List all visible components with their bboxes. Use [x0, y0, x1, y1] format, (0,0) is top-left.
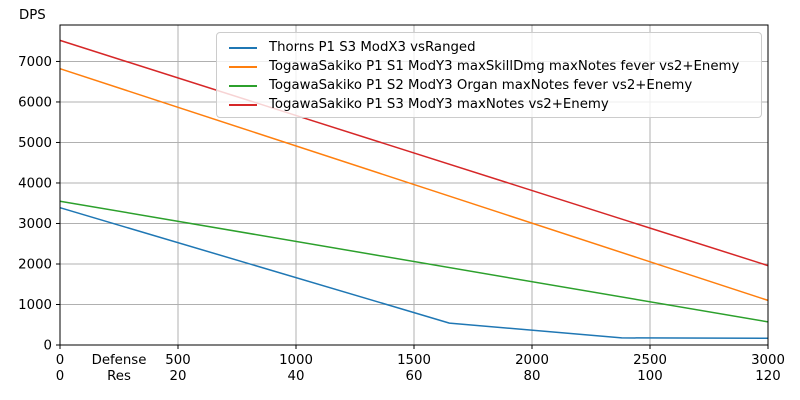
x-tick-label-res: 20 — [170, 369, 187, 384]
legend-line-sample — [229, 103, 257, 106]
y-tick-label: 1000 — [18, 298, 52, 313]
y-tick-label: 5000 — [18, 136, 52, 151]
series-line — [59, 39, 769, 267]
legend: Thorns P1 S3 ModX3 vsRanged TogawaSakiko … — [216, 32, 762, 118]
y-tick-label: 4000 — [18, 177, 52, 192]
x-tick-label-defense: 1500 — [397, 353, 431, 368]
x-tick-label-defense: 0 — [56, 353, 64, 368]
legend-label: Thorns P1 S3 ModX3 vsRanged — [269, 40, 476, 55]
series-line — [59, 67, 769, 302]
y-axis-title: DPS — [19, 8, 46, 23]
x-tick-label-defense: 1000 — [279, 353, 313, 368]
y-tick-label: 6000 — [18, 96, 52, 111]
legend-line-sample — [229, 65, 257, 68]
legend-item: TogawaSakiko P1 S1 ModY3 maxSkillDmg max… — [223, 57, 755, 76]
x-tick-label-res: 120 — [755, 369, 780, 384]
legend-item: TogawaSakiko P1 S2 ModY3 Organ maxNotes … — [223, 76, 755, 95]
y-tick-label: 3000 — [18, 217, 52, 232]
y-tick-labels: 0 1000 2000 3000 4000 5000 6000 7000 — [18, 55, 52, 354]
y-tick-label: 0 — [44, 339, 52, 354]
x-tick-label-defense: 3000 — [751, 353, 785, 368]
legend-item: Thorns P1 S3 ModX3 vsRanged — [223, 38, 755, 57]
x-axis-label-defense: Defense — [92, 353, 147, 368]
y-tick-label: 7000 — [18, 55, 52, 70]
series-line — [59, 206, 769, 340]
legend-label: TogawaSakiko P1 S3 ModY3 maxNotes vs2+En… — [269, 97, 609, 112]
series-lines — [59, 39, 769, 340]
x-tick-label-res: 0 — [56, 369, 64, 384]
series-line — [59, 200, 769, 323]
legend-line-sample — [229, 46, 257, 49]
x-axis-label-res: Res — [107, 369, 131, 384]
tick-marks — [56, 60, 769, 349]
legend-label: TogawaSakiko P1 S2 ModY3 Organ maxNotes … — [269, 78, 693, 93]
x-tick-label-defense: 2500 — [633, 353, 667, 368]
x-tick-label-defense: 2000 — [515, 353, 549, 368]
legend-line-sample — [229, 84, 257, 87]
x-tick-label-res: 40 — [288, 369, 305, 384]
x-tick-label-res: 80 — [524, 369, 541, 384]
legend-label: TogawaSakiko P1 S1 ModY3 maxSkillDmg max… — [269, 59, 740, 74]
y-tick-label: 2000 — [18, 258, 52, 273]
x-tick-label-res: 100 — [637, 369, 662, 384]
legend-item: TogawaSakiko P1 S3 ModY3 maxNotes vs2+En… — [223, 95, 755, 114]
x-tick-label-res: 60 — [406, 369, 423, 384]
x-tick-label-defense: 500 — [165, 353, 190, 368]
